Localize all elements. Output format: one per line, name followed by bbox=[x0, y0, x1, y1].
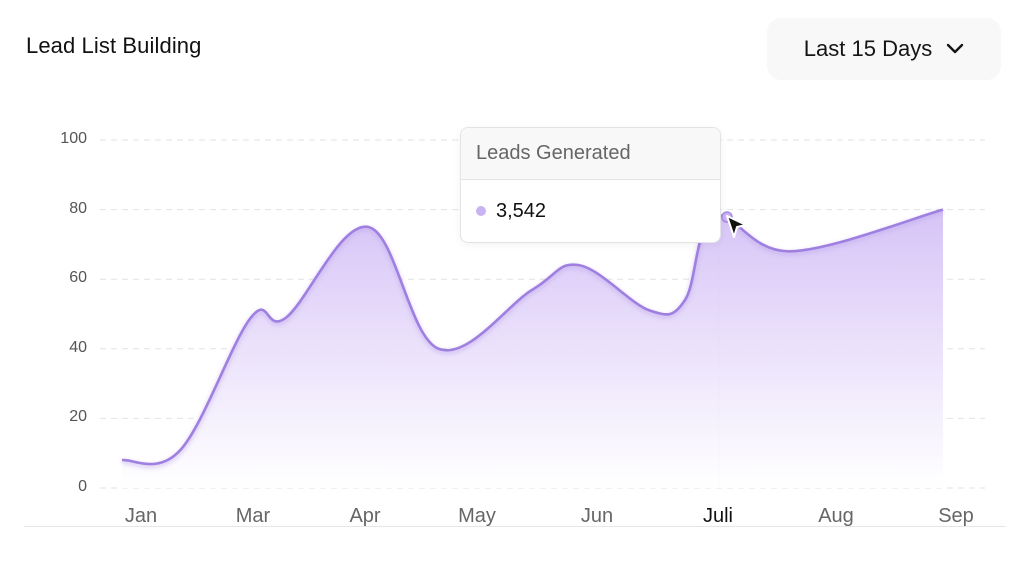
date-range-dropdown[interactable]: Last 15 Days bbox=[767, 18, 1001, 80]
y-tick-label: 20 bbox=[69, 408, 87, 426]
mouse-cursor-icon bbox=[726, 215, 747, 238]
date-range-label: Last 15 Days bbox=[803, 36, 933, 61]
chart-title: Lead List Building bbox=[26, 33, 202, 58]
y-tick-label: 100 bbox=[60, 130, 87, 147]
x-tick-label: Juli bbox=[702, 505, 733, 527]
x-tick-label: Jun bbox=[580, 505, 614, 527]
y-tick-label: 80 bbox=[69, 199, 87, 217]
chevron-down-icon bbox=[947, 43, 964, 54]
x-tick-label: Sep bbox=[938, 505, 974, 527]
x-tick-label: Mar bbox=[235, 505, 271, 527]
y-tick-label: 40 bbox=[69, 338, 87, 356]
y-tick-label: 60 bbox=[69, 269, 87, 287]
y-tick-label: 0 bbox=[78, 478, 87, 495]
x-tick-label: May bbox=[458, 505, 496, 527]
series-dot-icon bbox=[476, 206, 486, 216]
x-tick-label: Jan bbox=[124, 505, 158, 527]
x-tick-label: Apr bbox=[349, 505, 381, 527]
tooltip-title: Leads Generated bbox=[461, 128, 720, 180]
bottom-divider bbox=[24, 526, 1006, 527]
area-fill bbox=[122, 209, 943, 488]
tooltip-value: 3,542 bbox=[496, 199, 547, 222]
x-tick-label: Aug bbox=[818, 505, 854, 527]
chart-tooltip: Leads Generated 3,542 bbox=[460, 127, 721, 243]
